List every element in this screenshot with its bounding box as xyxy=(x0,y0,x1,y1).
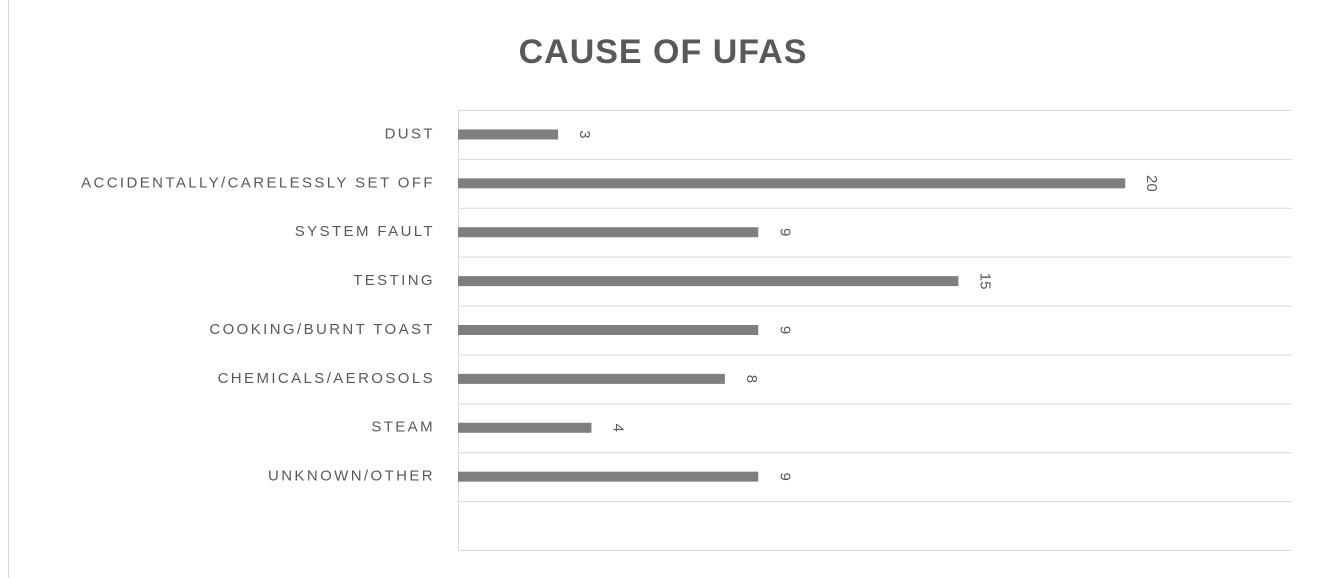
bar xyxy=(458,325,759,335)
data-label: 9 xyxy=(776,326,793,334)
y-tick-label: ACCIDENTALLY/CARELESSLY SET OFF xyxy=(81,174,435,191)
data-label: 15 xyxy=(976,273,993,290)
y-tick-label: STEAM xyxy=(371,419,435,436)
y-tick-label: UNKNOWN/OTHER xyxy=(268,468,435,485)
y-tick-label: TESTING xyxy=(353,272,435,289)
bar xyxy=(458,471,759,482)
bar xyxy=(458,422,592,433)
data-label: 9 xyxy=(776,228,793,236)
data-label: 9 xyxy=(776,472,793,480)
bar xyxy=(458,178,1126,189)
bar xyxy=(458,227,759,238)
data-label: 4 xyxy=(609,424,626,432)
data-label: 8 xyxy=(743,375,760,383)
chart-title: CAUSE OF UFAS xyxy=(519,33,808,71)
y-tick-label: SYSTEM FAULT xyxy=(295,223,435,240)
y-tick-label: DUST xyxy=(385,125,435,142)
bar xyxy=(458,373,725,384)
y-tick-label: COOKING/BURNT TOAST xyxy=(209,321,435,338)
y-tick-label: CHEMICALS/AEROSOLS xyxy=(218,370,435,387)
bar xyxy=(458,276,959,287)
data-label: 3 xyxy=(576,130,593,138)
bar xyxy=(458,129,559,140)
data-label: 20 xyxy=(1143,175,1160,192)
